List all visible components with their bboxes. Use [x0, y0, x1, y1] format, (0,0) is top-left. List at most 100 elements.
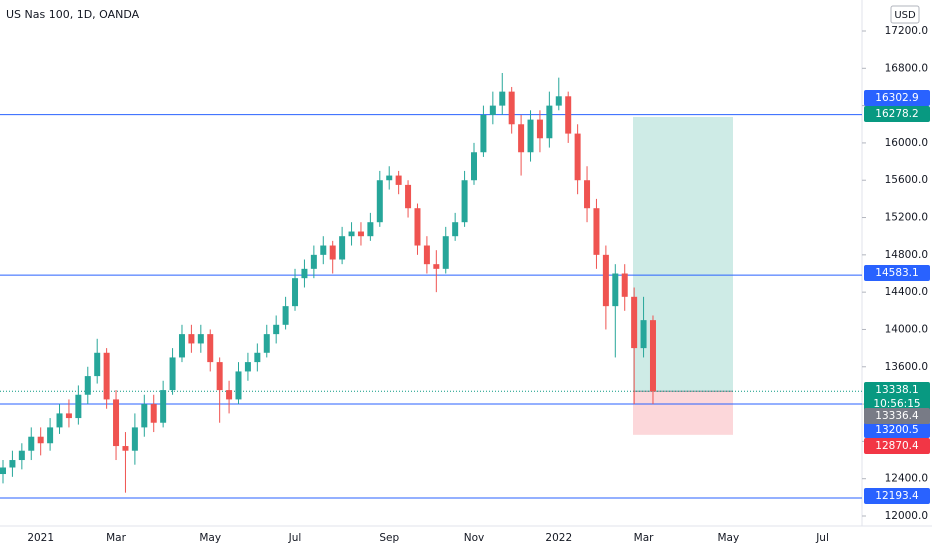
candle-body — [471, 152, 477, 181]
candle-body — [131, 427, 138, 451]
level-tag-bg — [864, 488, 930, 504]
y-tick-label: 13600.0 — [885, 361, 928, 373]
candle-body — [226, 390, 233, 400]
candle-body — [244, 362, 251, 372]
candle-body — [37, 436, 44, 444]
y-tick-label: 14800.0 — [885, 249, 928, 261]
candle-body — [339, 236, 346, 260]
candle-body — [84, 376, 91, 395]
level-tag: 12193.4 — [864, 488, 930, 504]
entry-tag: 13338.1 10:56:15 — [864, 382, 930, 412]
candle-body — [178, 334, 185, 358]
x-tick-label: Sep — [379, 532, 399, 544]
stop-tag: 12870.4 — [864, 438, 930, 454]
x-tick-label: May — [199, 532, 221, 544]
y-tick-label: 15600.0 — [885, 174, 928, 186]
x-tick-label: 2022 — [545, 532, 572, 544]
candle-body — [216, 362, 223, 391]
candle-body — [480, 114, 487, 153]
target-tag: 16278.2 — [864, 106, 930, 122]
x-tick-label: Mar — [634, 532, 654, 544]
x-tick-label: Jul — [288, 532, 302, 544]
candle-body — [367, 222, 374, 237]
candle-body — [546, 105, 553, 139]
candle-body — [640, 320, 647, 349]
level-tag-bg — [864, 422, 930, 438]
target-tag-text: 16278.2 — [875, 108, 918, 120]
candle-body — [282, 306, 289, 325]
candle-body — [499, 91, 506, 106]
y-tick-label: 12400.0 — [885, 473, 928, 485]
candle-body — [160, 390, 167, 423]
y-tick-label: 16800.0 — [885, 62, 928, 74]
level-tag-bg — [864, 90, 930, 106]
candle-body — [405, 184, 412, 209]
last-price-tag: 13336.4 — [864, 408, 930, 424]
currency-label: USD — [894, 10, 916, 21]
candle-body — [188, 334, 195, 344]
candle-body — [423, 245, 430, 265]
candle-body — [395, 175, 402, 185]
candle-body — [631, 296, 638, 349]
candle-body — [75, 394, 82, 419]
level-tag-text: 13200.5 — [875, 424, 918, 436]
target-tag-bg — [864, 106, 930, 122]
candle-body — [433, 264, 440, 269]
candle-body — [565, 96, 572, 134]
entry-tag-text: 13338.1 — [875, 384, 918, 396]
candle-body — [310, 254, 317, 269]
candle-body — [28, 436, 35, 451]
candle-body — [0, 467, 6, 475]
candle-body — [47, 427, 54, 444]
candle-body — [574, 133, 581, 181]
candle-body — [320, 245, 327, 255]
candle-body — [122, 446, 129, 451]
candle-body — [292, 278, 299, 307]
candle-body — [621, 273, 628, 297]
level-tag: 14583.1 — [864, 265, 930, 281]
candle-body — [518, 124, 525, 153]
candle-body — [263, 334, 270, 353]
candle-body — [56, 413, 63, 428]
candle-body — [150, 404, 157, 423]
candle-body — [452, 222, 459, 237]
x-tick-label: May — [717, 532, 739, 544]
candle-body — [348, 231, 355, 237]
level-tag-text: 16302.9 — [875, 92, 918, 104]
candle-body — [536, 119, 543, 139]
x-tick-label: Nov — [464, 532, 485, 544]
candle-body — [9, 460, 16, 468]
candle-body — [461, 180, 468, 223]
stop-tag-bg — [864, 438, 930, 454]
candle-body — [602, 254, 609, 307]
currency-box[interactable] — [890, 5, 920, 24]
candle-body — [103, 352, 110, 400]
candle-body — [207, 334, 214, 363]
candle-body — [376, 180, 383, 223]
candle-body — [555, 96, 562, 106]
candle-body — [414, 208, 421, 246]
candle-body — [386, 175, 393, 181]
stop-tag-text: 12870.4 — [875, 440, 919, 452]
candle-body — [584, 180, 591, 209]
candle-body — [649, 320, 656, 392]
level-tag-bg — [864, 265, 930, 281]
candle-body — [508, 91, 515, 125]
candle-body — [94, 352, 101, 377]
candle-body — [197, 334, 204, 344]
y-tick-label: 17200.0 — [885, 25, 928, 37]
level-tag-text: 14583.1 — [875, 267, 918, 279]
x-tick-label: Jul — [815, 532, 829, 544]
y-tick-label: 14000.0 — [885, 323, 928, 335]
candle-body — [329, 245, 336, 260]
candle-body — [254, 352, 261, 363]
y-tick-label: 15200.0 — [885, 212, 928, 224]
candle-body — [489, 105, 496, 115]
level-tag: 13200.5 — [864, 422, 930, 438]
candle-body — [612, 273, 619, 307]
candle-body — [273, 324, 280, 335]
candle-body — [442, 236, 449, 269]
candle-body — [357, 231, 364, 237]
entry-tag-bg — [864, 382, 930, 412]
